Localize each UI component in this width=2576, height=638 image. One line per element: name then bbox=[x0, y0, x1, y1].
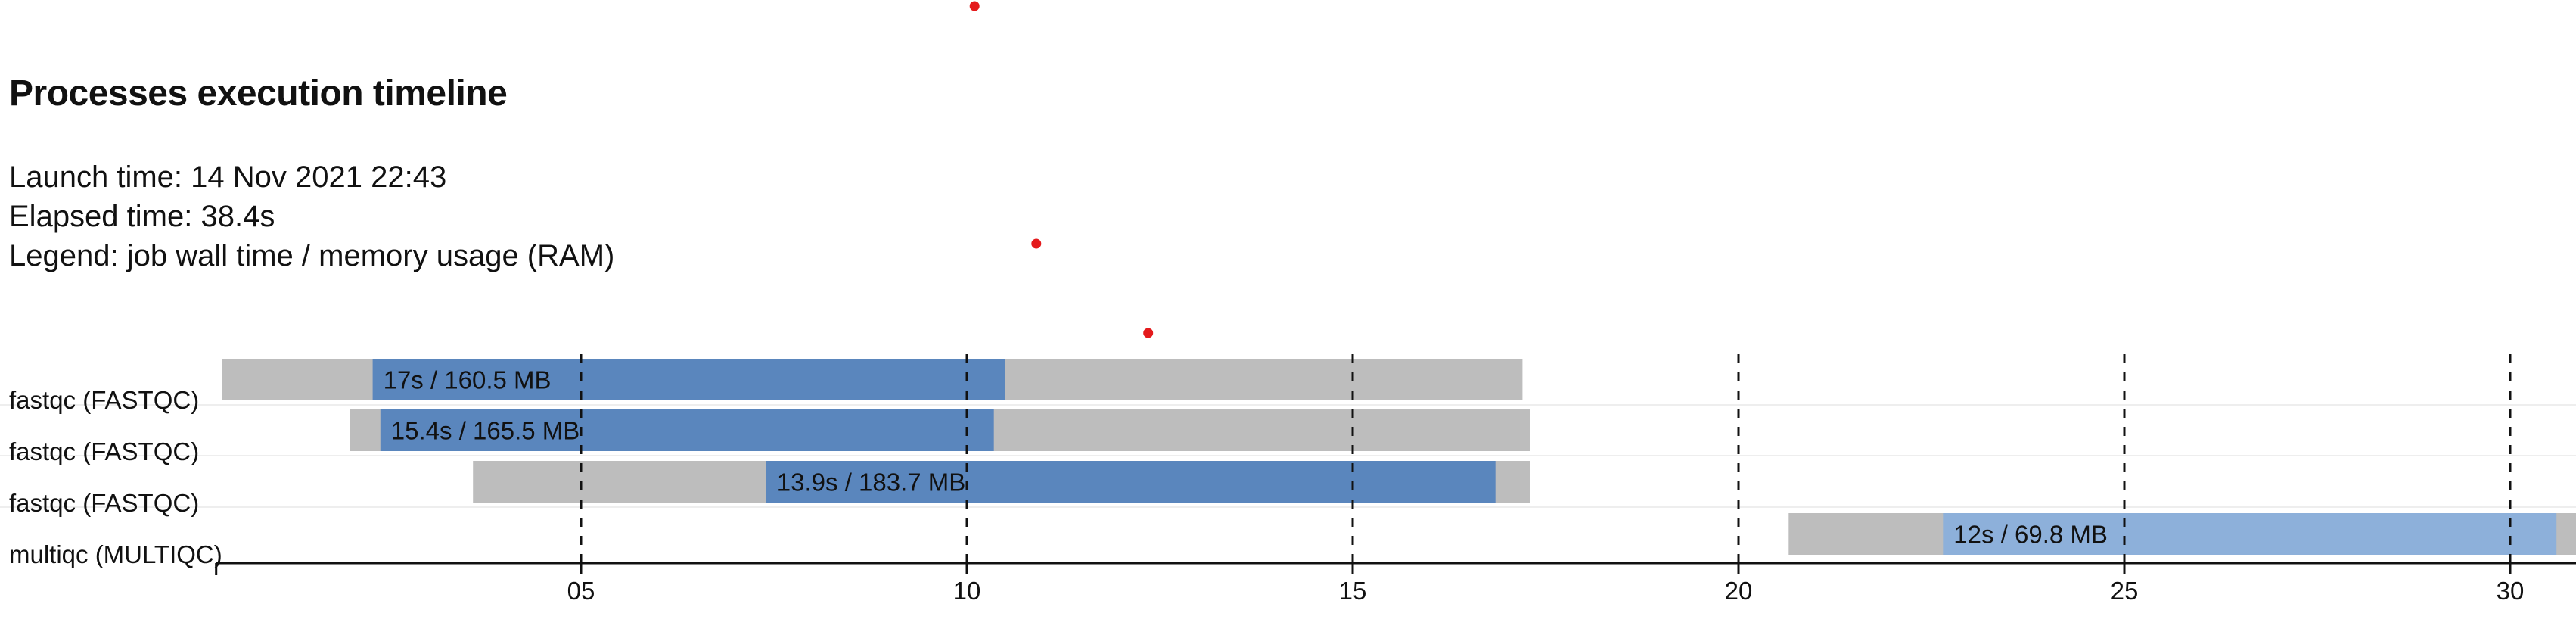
x-axis: 05 10 15 20 25 30 bbox=[215, 562, 2576, 605]
legend-value: job wall time / memory usage (RAM) bbox=[126, 239, 615, 272]
axis-tick-label: 30 bbox=[2497, 577, 2525, 605]
row-label: fastqc (FASTQC) bbox=[9, 437, 199, 465]
elapsed-time: Elapsed time: 38.4s bbox=[9, 197, 275, 236]
running-bar bbox=[380, 409, 994, 451]
marker-dot bbox=[969, 1, 980, 11]
running-bar bbox=[1943, 513, 2557, 555]
axis-tick-label: 10 bbox=[953, 577, 981, 605]
marker-dot bbox=[1143, 328, 1154, 338]
bar-label: 17s / 160.5 MB bbox=[384, 366, 552, 394]
launch-time: Launch time: 14 Nov 2021 22:43 bbox=[9, 157, 446, 197]
marker-dot bbox=[1031, 238, 1042, 249]
markers bbox=[969, 1, 1154, 338]
launch-time-label: Launch time: bbox=[9, 160, 183, 194]
axis-tick-label: 15 bbox=[1339, 577, 1367, 605]
row-separators bbox=[0, 404, 2576, 508]
running-bar bbox=[372, 359, 1006, 400]
row-labels: fastqc (FASTQC) fastqc (FASTQC) fastqc (FA… bbox=[9, 386, 222, 568]
legend-label: Legend: bbox=[9, 239, 119, 272]
bar-label: 12s / 69.8 MB bbox=[1953, 521, 2108, 549]
timeline-bars bbox=[222, 359, 2576, 555]
legend: Legend: job wall time / memory usage (RA… bbox=[9, 236, 614, 275]
axis-tick-label: 05 bbox=[567, 577, 595, 605]
row-label: fastqc (FASTQC) bbox=[9, 489, 199, 517]
axis-tick-label: 25 bbox=[2111, 577, 2139, 605]
elapsed-time-value: 38.4s bbox=[200, 200, 275, 233]
running-bar bbox=[766, 461, 1496, 503]
row-label: fastqc (FASTQC) bbox=[9, 386, 199, 414]
elapsed-time-label: Elapsed time: bbox=[9, 200, 193, 233]
bar-label: 13.9s / 183.7 MB bbox=[777, 468, 965, 496]
page-title: Processes execution timeline bbox=[9, 73, 508, 114]
row-label: multiqc (MULTIQC) bbox=[9, 540, 222, 568]
axis-tick-label: 20 bbox=[1725, 577, 1753, 605]
bar-label: 15.4s / 165.5 MB bbox=[391, 417, 580, 445]
bar-labels: 17s / 160.5 MB 15.4s / 165.5 MB 13.9s / 18… bbox=[384, 366, 2108, 549]
launch-time-value: 14 Nov 2021 22:43 bbox=[191, 160, 447, 194]
